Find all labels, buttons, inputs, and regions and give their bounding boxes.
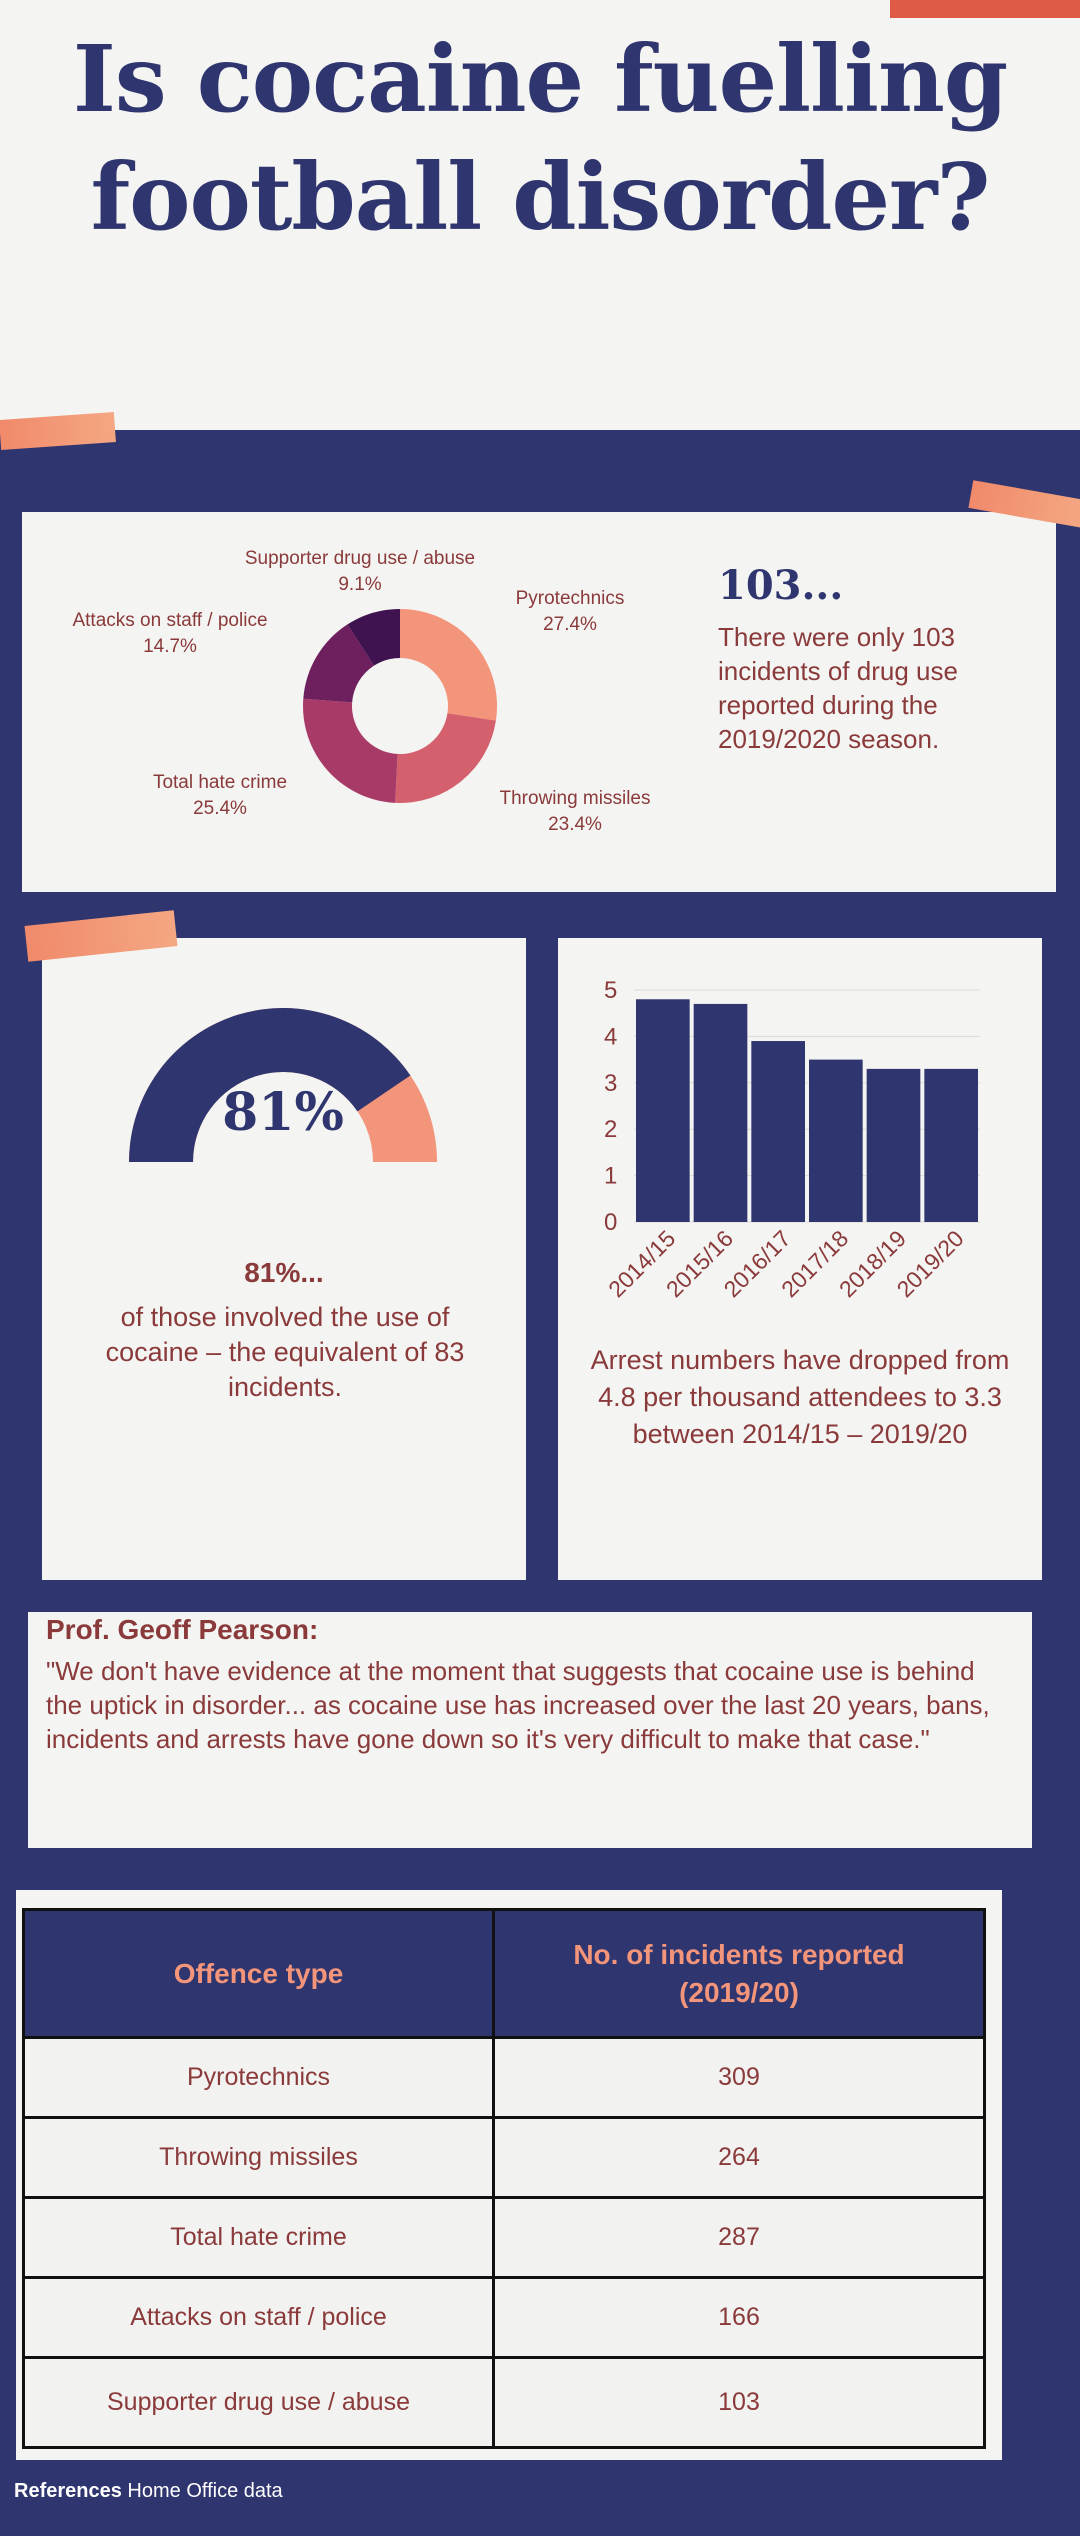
y-tick-label: 5	[604, 977, 617, 1004]
y-tick-label: 2	[604, 1116, 617, 1143]
bar	[751, 1041, 805, 1222]
stat-103-heading: 103...	[718, 562, 844, 609]
donut-label-pyrotechnics: Pyrotechnics 27.4%	[515, 588, 625, 635]
table-cell: 264	[492, 2116, 986, 2199]
donut-slice	[400, 609, 497, 721]
table-header-incidents: No. of incidents reported (2019/20)	[492, 1908, 986, 2039]
references-label: References	[14, 2480, 122, 2502]
arrests-text: Arrest numbers have dropped from 4.8 per…	[590, 1345, 1010, 1449]
donut-slice	[395, 713, 496, 803]
references-text: Home Office data	[127, 2480, 283, 2502]
gauge-value: 81%	[222, 1082, 344, 1143]
bar	[693, 1003, 748, 1222]
bar	[809, 1059, 863, 1222]
table-cell: Total hate crime	[22, 2196, 495, 2279]
table-cell: Supporter drug use / abuse	[22, 2356, 495, 2449]
table-row: Pyrotechnics 309	[22, 2036, 986, 2119]
y-tick-label: 0	[604, 1209, 617, 1236]
table-cell: 103	[492, 2356, 986, 2449]
table-row: Attacks on staff / police 166	[22, 2276, 986, 2359]
title-line-2: football disorder?	[90, 143, 991, 251]
table-cell: 287	[492, 2196, 986, 2279]
stat-103-text: There were only 103 incidents of drug us…	[718, 622, 958, 754]
table-cell: 166	[492, 2276, 986, 2359]
page-title: Is cocaine fuelling football disorder?	[0, 20, 1080, 256]
y-tick-label: 3	[604, 1070, 617, 1097]
donut-slice	[303, 624, 375, 703]
tape-decoration	[0, 412, 116, 450]
table-row: Supporter drug use / abuse 103	[22, 2356, 986, 2449]
tape-decoration	[890, 0, 1080, 18]
table-cell: Throwing missiles	[22, 2116, 495, 2199]
table-header-offence: Offence type	[22, 1908, 495, 2039]
donut-label-throwing-missiles: Throwing missiles 23.4%	[499, 788, 651, 835]
table-cell: Attacks on staff / police	[22, 2276, 495, 2359]
quote-text: "We don't have evidence at the moment th…	[46, 1656, 990, 1754]
y-tick-label: 1	[604, 1163, 617, 1190]
table-cell: 309	[492, 2036, 986, 2119]
gauge-heading: 81%...	[244, 1257, 324, 1288]
gauge-chart	[129, 1008, 437, 1162]
gauge-fill	[129, 1008, 411, 1162]
quote-panel	[28, 1612, 1032, 1848]
donut-label-drug-use: Supporter drug use / abuse 9.1%	[244, 548, 476, 595]
donut-label-attacks: Attacks on staff / police 14.7%	[72, 610, 268, 657]
bar-chart: 0123452014/152015/162016/172017/182018/1…	[603, 977, 980, 1302]
header-paper	[0, 0, 1080, 430]
bar	[636, 999, 690, 1222]
bar	[924, 1068, 978, 1222]
table-header-row: Offence type No. of incidents reported (…	[22, 1908, 986, 2039]
bar	[866, 1068, 921, 1222]
table-cell: Pyrotechnics	[22, 2036, 495, 2119]
table-row: Total hate crime 287	[22, 2196, 986, 2279]
gauge-text: of those involved the use of cocaine – t…	[105, 1302, 465, 1402]
donut-slice	[303, 698, 398, 803]
incidents-table: Offence type No. of incidents reported (…	[22, 1908, 986, 2449]
donut-label-hate-crime: Total hate crime 25.4%	[152, 772, 288, 819]
donut-chart	[303, 609, 497, 803]
donut-panel	[22, 512, 1056, 892]
donut-slice	[347, 609, 400, 666]
references: References Home Office data	[14, 2480, 283, 2503]
table-row: Throwing missiles 264	[22, 2116, 986, 2199]
y-tick-label: 4	[604, 1023, 617, 1050]
title-line-1: Is cocaine fuelling	[72, 25, 1008, 133]
quote-author: Prof. Geoff Pearson:	[46, 1614, 319, 1645]
